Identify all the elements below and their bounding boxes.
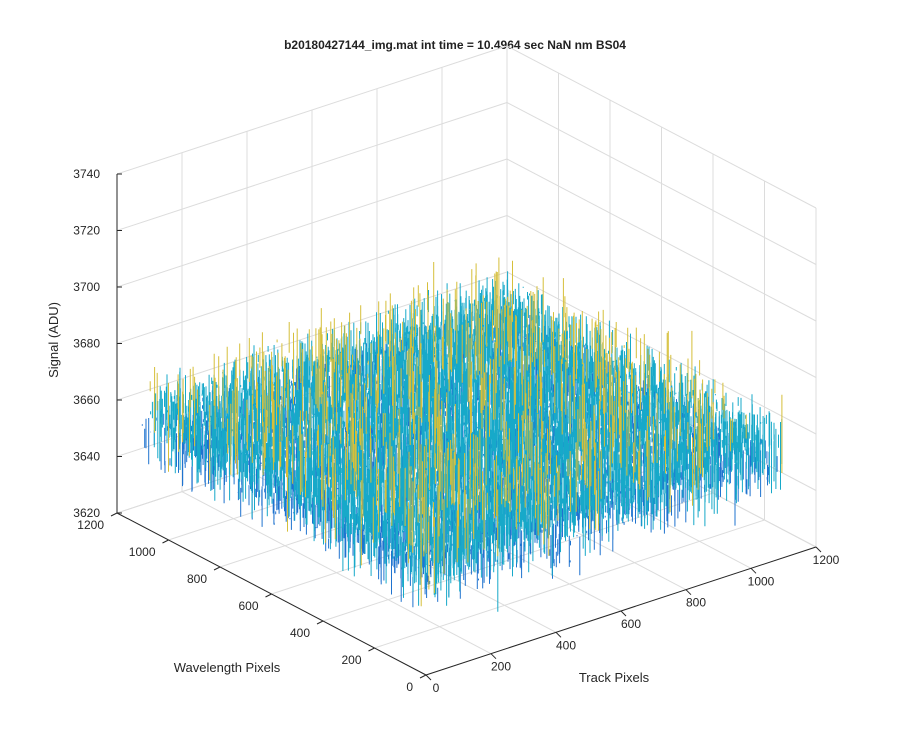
x-tick-mark — [555, 631, 562, 638]
grid-line — [506, 271, 817, 435]
x-tick-label: 200 — [491, 660, 511, 674]
z-tick-label: 3660 — [73, 393, 100, 407]
x-tick-mark — [750, 567, 757, 574]
y-tick-label: 1000 — [129, 545, 156, 559]
x-tick-label: 600 — [621, 617, 641, 631]
x-tick-label: 1000 — [748, 574, 775, 588]
y-tick-mark — [368, 647, 375, 652]
x-tick-mark — [490, 653, 497, 660]
surface-plot — [141, 257, 783, 612]
x-tick-label: 0 — [433, 681, 440, 695]
axis-ticks: 0 200 400 600 800 1000 1200 0 200 400 600 800 1000 12… — [73, 167, 839, 695]
x-tick-label: 800 — [686, 596, 706, 610]
x-tick-mark — [815, 546, 822, 553]
grid-line — [506, 45, 817, 209]
chart-title: b20180427144_img.mat int time = 10.4964 … — [284, 38, 626, 52]
grid-line — [116, 102, 508, 231]
grid-line — [116, 45, 508, 175]
grid-line — [116, 158, 508, 288]
z-tick-label: 3620 — [73, 506, 100, 520]
x-tick-mark — [620, 610, 627, 617]
z-tick-label: 3700 — [73, 280, 100, 294]
y-tick-mark — [213, 566, 221, 571]
surface-high — [149, 257, 783, 607]
y-axis-label: Wavelength Pixels — [174, 660, 281, 675]
y-tick-label: 200 — [341, 653, 361, 667]
y-tick-mark — [316, 620, 324, 625]
grid-line — [116, 271, 508, 401]
grid-line — [506, 158, 817, 322]
grid-line — [374, 519, 765, 649]
z-tick-label: 3680 — [73, 337, 100, 351]
x-axis-label: Track Pixels — [579, 670, 650, 685]
y-tick-mark — [110, 512, 118, 517]
x-tick-label: 400 — [556, 638, 576, 652]
grid-line — [506, 102, 817, 265]
z-axis-label: Signal (ADU) — [46, 302, 61, 378]
grid-line — [506, 215, 817, 378]
y-tick-mark — [419, 674, 427, 679]
y-tick-label: 800 — [187, 572, 207, 586]
z-tick-label: 3720 — [73, 224, 100, 238]
y-tick-label: 1200 — [77, 518, 104, 532]
x-tick-label: 1200 — [813, 553, 840, 567]
grid-line — [322, 492, 714, 622]
z-tick-label: 3640 — [73, 450, 100, 464]
y-tick-label: 600 — [238, 599, 258, 613]
x-tick-mark — [425, 674, 432, 681]
y-tick-mark — [162, 539, 169, 544]
y-tick-label: 0 — [406, 680, 413, 694]
grid-line — [116, 215, 508, 344]
x-tick-mark — [685, 589, 692, 596]
y-tick-mark — [265, 593, 272, 598]
z-tick-label: 3740 — [73, 167, 100, 181]
y-tick-label: 400 — [290, 626, 310, 640]
